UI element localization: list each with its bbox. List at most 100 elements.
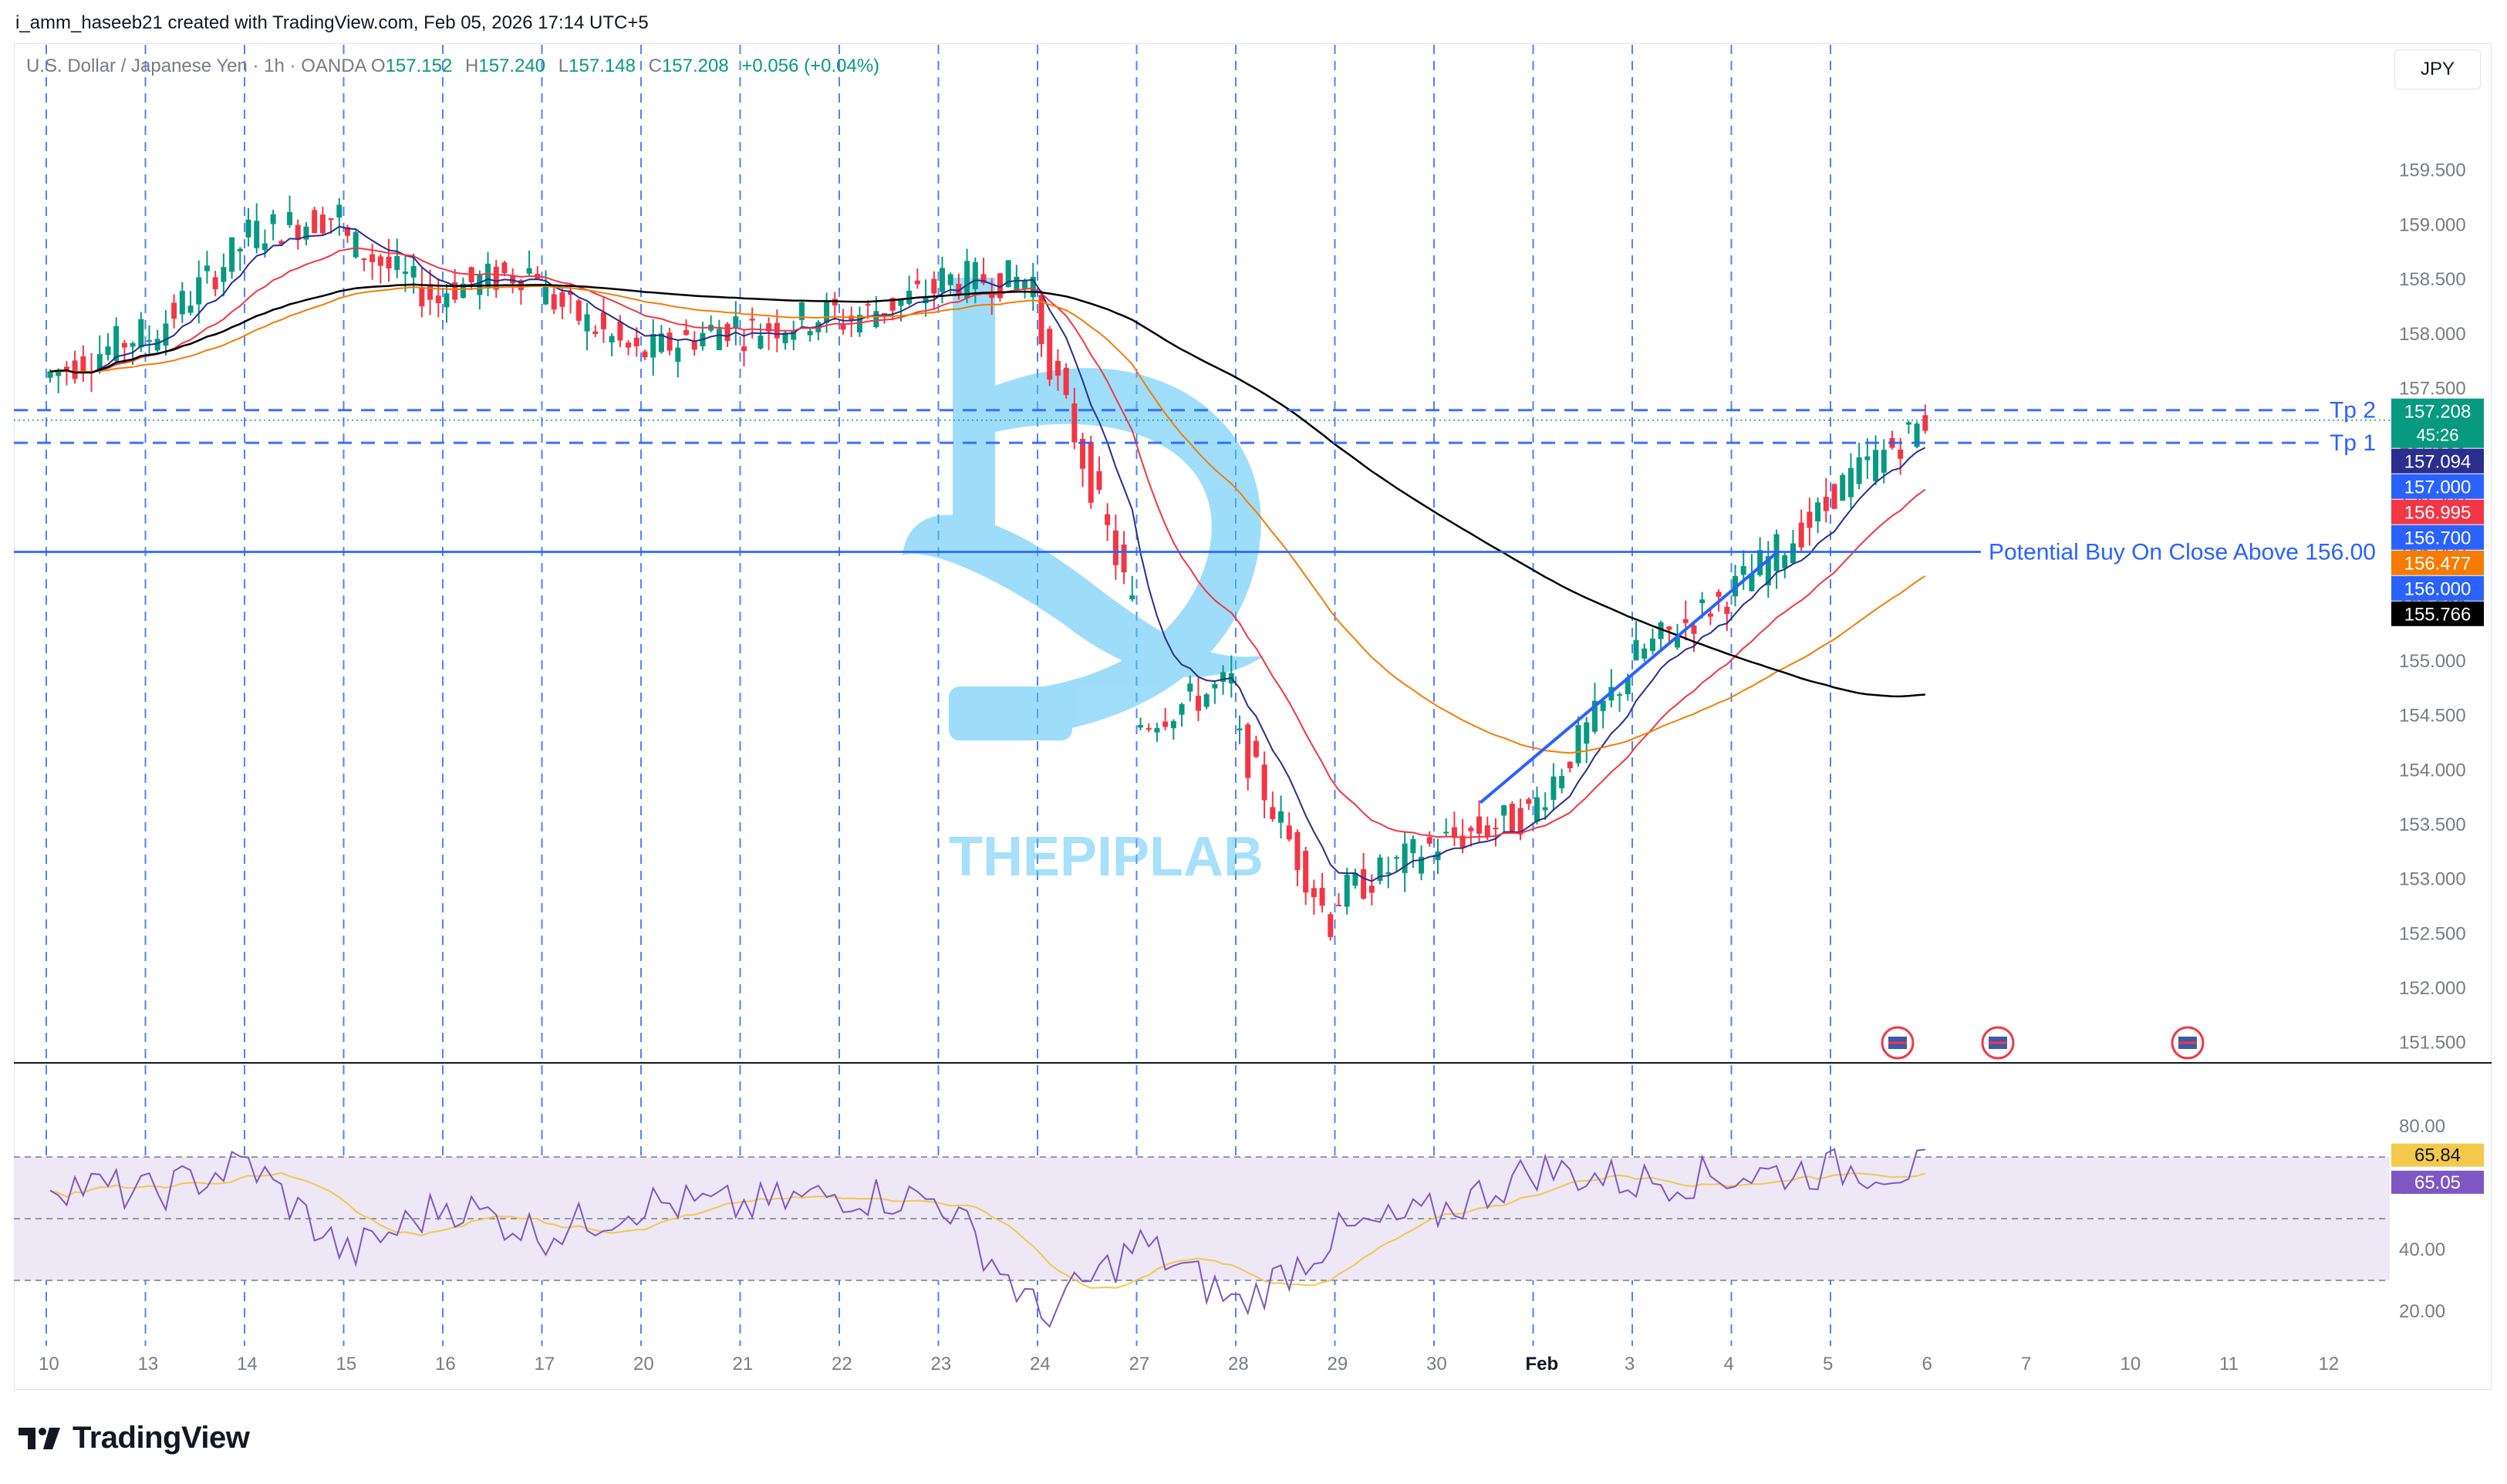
candle-body (1270, 807, 1276, 819)
candle-body (559, 292, 565, 307)
candle-body (179, 291, 185, 315)
candle-body (105, 346, 111, 356)
candle-body (1898, 449, 1904, 459)
sma-long-line (49, 283, 1925, 698)
price-tag-bg (2391, 524, 2484, 550)
x-tick-label: 14 (237, 1354, 258, 1374)
candle-body (1840, 474, 1846, 501)
candle-body (1682, 619, 1689, 623)
currency-button[interactable]: JPY (2394, 49, 2481, 89)
candle-body (1468, 827, 1474, 831)
rsi-line (49, 1148, 1925, 1328)
candle-body (1253, 740, 1259, 757)
candle-body (1336, 904, 1341, 906)
candle-body (402, 272, 408, 275)
candle-body (1881, 450, 1887, 473)
x-tick-label: 23 (931, 1354, 952, 1374)
candle-body (460, 283, 466, 298)
candle-body (882, 313, 888, 315)
candle-body (287, 212, 293, 225)
candle-body (940, 268, 945, 292)
rsi-tick-label: 40.00 (2399, 1239, 2445, 1260)
tradingview-brand[interactable]: TradingView (17, 1421, 250, 1455)
candle-body (394, 255, 400, 270)
rsi-value-tag: 65.05 (2391, 1170, 2484, 1194)
legend-low-label: L (558, 56, 569, 76)
candle-body (575, 300, 582, 321)
candle-body (956, 283, 962, 295)
candle-body (1138, 724, 1143, 728)
candle-body (1675, 637, 1681, 648)
candle-body (1691, 625, 1697, 634)
price-tag: 156.477 (2391, 550, 2484, 575)
legend-close: 157.208 (661, 56, 729, 76)
price-tag-text: 156.000 (2404, 579, 2472, 600)
candle-body (312, 210, 318, 234)
rsi-ma-line (49, 1172, 1926, 1289)
candle-body (724, 323, 731, 341)
candle-body (485, 263, 491, 289)
price-tag-bg (2391, 474, 2484, 499)
price-tag-text: 157.094 (2404, 452, 2472, 473)
price-tag-bg (2391, 398, 2484, 448)
price-tag-text: 156.477 (2404, 554, 2472, 575)
candle-body (1798, 522, 1804, 548)
candle-body (1517, 808, 1523, 835)
rsi-ma-tag-bg (2391, 1143, 2484, 1167)
x-tick-label: 27 (1129, 1354, 1150, 1374)
candle-body (1261, 764, 1267, 801)
rsi-tick-label: 80.00 (2399, 1116, 2445, 1137)
candle-body (245, 219, 251, 238)
candle-body (626, 342, 632, 348)
x-tick-label: 12 (2319, 1354, 2340, 1374)
candle-body (1815, 502, 1821, 522)
x-tick-label: 29 (1328, 1354, 1348, 1374)
tradingview-wordmark: TradingView (73, 1421, 250, 1455)
candle-body (121, 342, 127, 348)
price-level-label: Tp 1 (2330, 430, 2376, 456)
chart-frame (14, 43, 2492, 1390)
candle-body (295, 224, 301, 241)
candle-body (675, 347, 681, 363)
candle-body (1170, 720, 1176, 729)
candle-body (1245, 724, 1251, 778)
candle-body (741, 346, 747, 351)
candle-body (633, 337, 639, 347)
x-tick-label: 7 (2021, 1354, 2031, 1374)
candle-body (63, 366, 69, 370)
candle-body (444, 293, 450, 308)
candle-body (592, 331, 599, 334)
candle-body (171, 302, 177, 319)
candle-body (898, 298, 904, 306)
candle-body (435, 295, 441, 304)
x-tick-label: 30 (1426, 1354, 1447, 1374)
candle-body (568, 292, 574, 295)
price-tag: 156.000 (2391, 575, 2484, 601)
candle-body (1575, 725, 1581, 764)
legend-high: 157.240 (478, 56, 546, 76)
candle-body (757, 336, 764, 349)
candle-body (1757, 550, 1763, 575)
candle-body (1410, 838, 1416, 854)
price-level-label: Potential Buy On Close Above 156.00 (1989, 540, 2376, 565)
price-tag: 155.766 (2391, 601, 2484, 626)
candle-body (1509, 803, 1515, 831)
candle-body (865, 304, 871, 306)
candle-body (261, 243, 268, 251)
price-tag-bg (2391, 448, 2484, 474)
price-tick-label: 153.500 (2399, 815, 2466, 835)
candle-body (147, 340, 152, 342)
price-tick-label: 152.000 (2399, 978, 2466, 999)
attribution-text: i_amm_haseeb21 created with TradingView.… (15, 12, 649, 33)
candle-body (1625, 677, 1631, 695)
x-tick-label: 17 (535, 1354, 555, 1374)
legend-change: +0.056 (+0.04%) (741, 56, 880, 76)
candle-body (1195, 696, 1201, 711)
candle-body (1699, 599, 1706, 603)
candle-body (1666, 626, 1672, 630)
x-tick-label: 13 (138, 1354, 159, 1374)
price-tag-bg (2391, 550, 2484, 575)
candle-body (130, 342, 136, 347)
candle-body (1377, 857, 1383, 881)
